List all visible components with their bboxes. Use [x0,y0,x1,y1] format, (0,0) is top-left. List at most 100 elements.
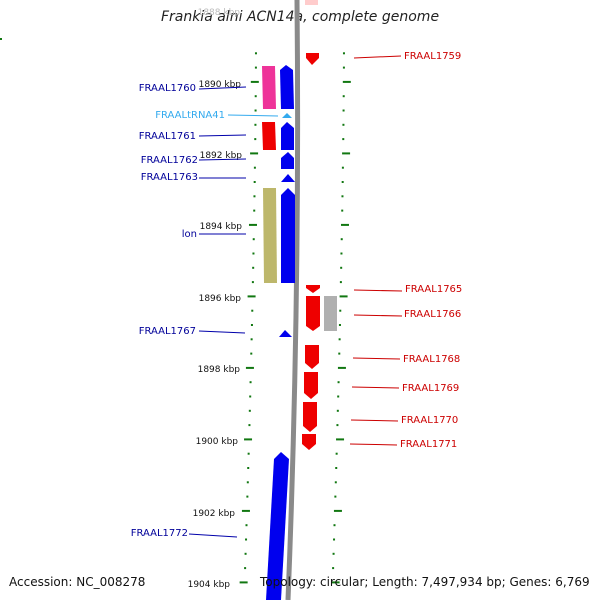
left-tick [244,552,247,555]
gene-FRAAL1763[interactable] [281,174,295,182]
right-tick [341,209,344,212]
right-tick [342,109,345,112]
gene-FRAAL1758-faded[interactable] [305,0,318,5]
right-tick [331,581,340,584]
right-leader-lines [349,55,403,446]
left-tick [254,52,257,55]
scale-labels: 1888 kbp 1890 kbp 1892 kbp 1894 kbp 1896… [188,8,243,590]
left-tick [253,195,256,198]
gene-FRAAL1770[interactable] [303,402,317,432]
gene-FRAALtRNA41[interactable] [282,113,292,118]
left-tick [251,281,254,284]
left-tick [250,338,253,341]
gene-FRAAL1759[interactable] [306,53,319,65]
gene-lon[interactable] [281,188,295,283]
gene-FRAAL1767[interactable] [279,330,292,337]
gene-FRAAL1772[interactable] [266,452,289,600]
label-FRAAL1771[interactable]: FRAAL1771 [400,439,457,450]
gene-FRAAL1766[interactable] [306,296,320,331]
left-tick [250,352,253,355]
gene-FRAAL1769[interactable] [304,372,318,399]
gene-FRAAL1771[interactable] [302,434,316,450]
left-tick [248,424,251,427]
left-tick [253,181,256,183]
right-tick [337,381,340,384]
right-tick [342,123,345,126]
right-tick [338,324,341,326]
map-title: Frankia alni ACN14a, complete genome [160,9,440,25]
left-tick [245,538,248,541]
right-tick [342,152,351,155]
right-tick [337,395,340,398]
gene-FRAAL1765[interactable] [306,285,320,293]
left-tick [254,109,257,112]
right-tick [333,524,336,527]
gene-FRAAL1766-shadow[interactable] [324,296,337,331]
right-tick [339,281,342,284]
right-tick [341,181,344,183]
gene-FRAAL1768[interactable] [305,345,319,369]
left-tick [239,581,248,584]
label-FRAALtRNA41[interactable]: FRAALtRNA41 [155,110,225,121]
reverse-strand-genes [302,0,337,450]
right-tick [338,338,341,341]
left-tick [247,467,250,469]
left-tick [247,295,256,298]
scale-label-1894: 1894 kbp [200,222,243,232]
left-tick [250,324,253,326]
right-tick [337,366,346,369]
right-tick [334,495,337,498]
left-tick [246,481,249,484]
right-tick [339,309,342,312]
right-tick [342,66,345,69]
gene-lon-shadow[interactable] [263,188,277,283]
right-tick [342,52,345,55]
right-tick [336,438,345,441]
label-FRAAL1760[interactable]: FRAAL1760 [139,83,196,94]
right-tick [340,238,343,241]
right-tick [341,195,344,198]
left-tick [245,366,254,369]
label-FRAAL1765[interactable]: FRAAL1765 [405,284,462,295]
gene-FRAAL1760[interactable] [280,65,294,109]
right-tick [339,295,348,298]
right-tick [334,481,337,484]
right-tick [333,509,342,512]
label-FRAAL1772[interactable]: FRAAL1772 [131,528,188,539]
scale-label-1898: 1898 kbp [198,365,241,375]
label-lon[interactable]: lon [182,229,197,240]
label-FRAAL1770[interactable]: FRAAL1770 [401,415,458,426]
right-scale-ticks [0,38,351,584]
gene-FRAAL1761[interactable] [281,122,294,150]
right-tick [332,567,335,570]
label-FRAAL1768[interactable]: FRAAL1768 [403,354,460,365]
left-tick [250,80,259,83]
accession-text: Accession: NC_008278 [9,575,146,589]
label-FRAAL1769[interactable]: FRAAL1769 [402,383,459,394]
right-tick [338,352,341,355]
label-FRAAL1759[interactable]: FRAAL1759 [404,51,461,62]
label-FRAAL1767[interactable]: FRAAL1767 [139,326,196,337]
left-tick [249,381,252,384]
left-tick [249,395,252,398]
gene-FRAAL1760-shadow[interactable] [262,66,276,109]
scale-label-1896: 1896 kbp [199,294,242,304]
left-tick [245,524,248,527]
left-tick [241,509,250,512]
left-tick [244,567,247,570]
right-tick [340,252,343,255]
left-tick [253,209,256,212]
scale-label-1902: 1902 kbp [193,509,236,519]
label-FRAAL1766[interactable]: FRAAL1766 [404,309,461,320]
left-tick [253,166,256,169]
right-tick [332,552,335,555]
gene-FRAAL1761-shadow[interactable] [262,122,276,150]
label-FRAAL1762[interactable]: FRAAL1762 [141,155,198,166]
scale-label-1904: 1904 kbp [188,580,231,590]
topology-summary: Topology: circular; Length: 7,497,934 bp… [260,575,590,589]
right-tick [342,138,345,141]
gene-FRAAL1762[interactable] [281,152,294,169]
label-FRAAL1763[interactable]: FRAAL1763 [141,172,198,183]
label-FRAAL1761[interactable]: FRAAL1761 [139,131,196,142]
